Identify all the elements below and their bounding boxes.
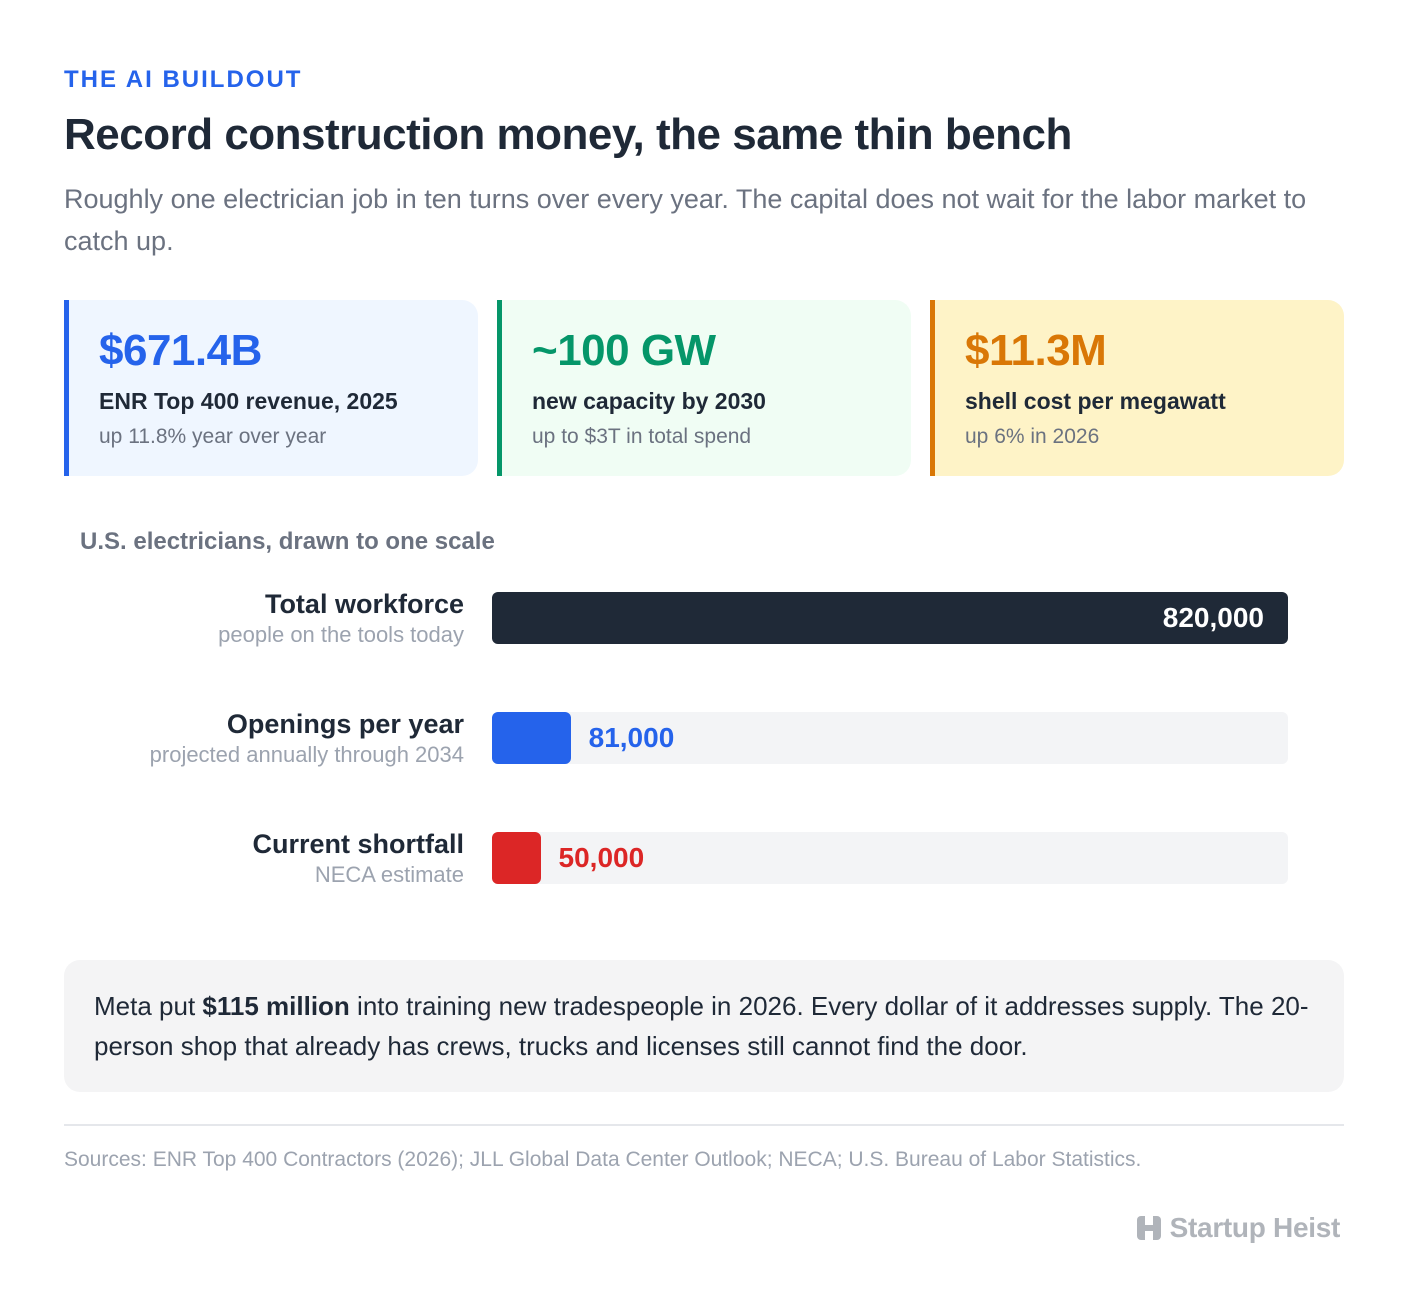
bar-2	[492, 832, 541, 884]
bar-1	[492, 712, 571, 764]
category-description: projected annually through 2034	[149, 742, 464, 767]
stat-card-shell-cost: $11.3M shell cost per megawatt up 6% in …	[930, 300, 1344, 476]
stat-card-capacity: ~100 GW new capacity by 2030 up to $3T i…	[497, 300, 911, 476]
bar-value-label-1: 81,000	[588, 722, 675, 753]
page-title: Record construction money, the same thin…	[64, 110, 1072, 159]
stat-card-revenue: $671.4B ENR Top 400 revenue, 2025 up 11.…	[64, 300, 478, 476]
eyebrow: THE AI BUILDOUT	[64, 66, 303, 93]
stat-value: ~100 GW	[532, 326, 716, 375]
stat-value: $11.3M	[965, 326, 1107, 375]
note-text-post: into training new tradespeople in 2026. …	[94, 991, 1309, 1061]
brand: Startup Heist	[1136, 1212, 1340, 1244]
bar-track-1: 81,000	[492, 712, 1288, 764]
callout-note: Meta put $115 million into training new …	[64, 960, 1344, 1092]
bar-label-2: Current shortfall NECA estimate	[252, 828, 464, 890]
category-description: NECA estimate	[314, 862, 464, 887]
note-highlight: $115 million	[202, 991, 350, 1021]
category-description: people on the tools today	[218, 622, 464, 647]
stat-value: $671.4B	[99, 326, 262, 375]
brand-name: Startup Heist	[1169, 1212, 1341, 1243]
category-label: Total workforce	[264, 589, 464, 619]
bar-track-0: 820,000	[492, 592, 1288, 644]
footer-divider	[64, 1124, 1344, 1126]
stat-label: new capacity by 2030	[532, 388, 766, 414]
bar-value-label-0: 820,000	[1162, 602, 1264, 633]
stat-label: ENR Top 400 revenue, 2025	[99, 388, 398, 414]
stat-sub: up 11.8% year over year	[99, 425, 327, 448]
bar-label-0: Total workforce people on the tools today	[218, 588, 464, 650]
startup-heist-logo-icon	[1136, 1216, 1161, 1240]
note-text-pre: Meta put	[94, 991, 203, 1021]
bar-0	[492, 592, 1288, 644]
sources: Sources: ENR Top 400 Contractors (2026);…	[64, 1148, 1142, 1171]
category-label: Openings per year	[226, 709, 464, 739]
stat-sub: up 6% in 2026	[965, 425, 1100, 448]
stat-label: shell cost per megawatt	[965, 388, 1226, 414]
bar-track-2: 50,000	[492, 832, 1288, 884]
stat-sub: up to $3T in total spend	[532, 425, 752, 448]
bar-value-label-2: 50,000	[558, 842, 645, 873]
category-label: Current shortfall	[252, 829, 464, 859]
stat-cards: $671.4B ENR Top 400 revenue, 2025 up 11.…	[64, 300, 1344, 476]
page-subtitle: Roughly one electrician job in ten turns…	[64, 184, 1307, 256]
chart-title: U.S. electricians, drawn to one scale	[80, 528, 495, 555]
bar-label-1: Openings per year projected annually thro…	[150, 708, 464, 770]
